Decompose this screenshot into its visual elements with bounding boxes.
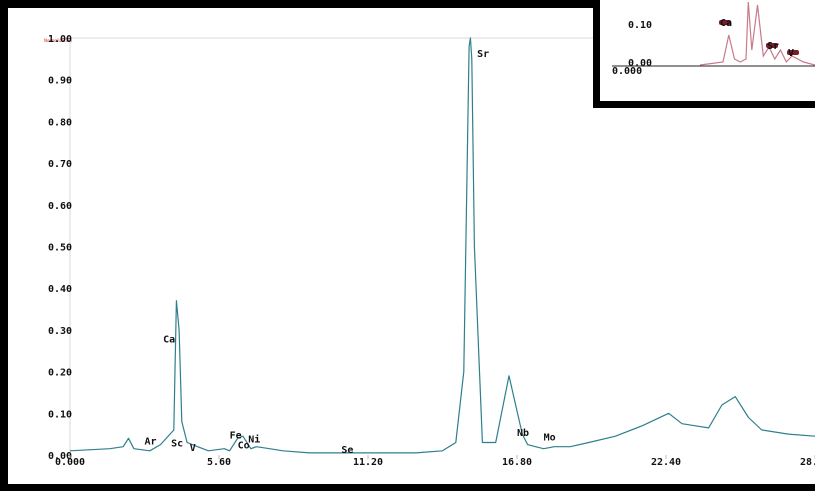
y-tick-label: 0.20 (48, 368, 72, 379)
inset-label-marker (787, 50, 799, 55)
y-tick-label: 0.10 (48, 409, 72, 420)
element-label: Ni (248, 433, 260, 445)
y-tick-label: 0.50 (48, 243, 72, 254)
x-tick-labels: 0.000 5.60 11.20 16.80 22.40 28.00 (55, 455, 815, 468)
inset-y-tick-label: 0.10 (628, 20, 652, 31)
y-tick-label: 0.00 (48, 451, 72, 462)
inset-plot-background (600, 0, 815, 101)
y-tick-label: 0.80 (48, 117, 72, 128)
element-label: Co (238, 441, 250, 452)
inset-element-label: Ca (720, 18, 732, 29)
inset-series-group (699, 1, 815, 66)
element-label: Se (341, 445, 353, 456)
inset-x-tick-label: 0.000 (612, 66, 642, 77)
inset-element-label: Sr (767, 41, 779, 52)
corner-label: Normalization (44, 38, 72, 43)
y-tick-labels: 0.00 0.10 0.20 0.30 0.40 0.50 0.60 0.70 0.80 0.90… (48, 34, 72, 462)
inset-element-label: V (788, 48, 794, 59)
spectrum-line (69, 37, 815, 454)
element-label: V (190, 443, 196, 454)
element-label: Sr (477, 49, 489, 60)
y-tick-label: 1.00 (48, 34, 72, 45)
inset-element-labels: Ca Sr V (719, 18, 799, 59)
element-label: Fe (230, 430, 242, 441)
x-tick-label: 28.00 (800, 457, 815, 468)
inset-label-marker (719, 20, 731, 25)
y-tick-label: 0.60 (48, 201, 72, 212)
inset-x-tick-labels: 0.000 (612, 65, 815, 77)
element-label: Ca (163, 334, 175, 345)
inset-y-tick-label: 0.00 (628, 58, 652, 69)
x-tick-label: 22.40 (651, 457, 681, 468)
x-tick-label: 5.60 (207, 457, 231, 468)
x-tick-label: 11.20 (353, 457, 383, 468)
x-tick-label: 0.000 (55, 457, 85, 468)
series-group (69, 37, 815, 454)
element-label: Ar (145, 437, 157, 448)
element-label: Mo (544, 432, 556, 443)
y-tick-label: 0.90 (48, 76, 72, 87)
inset-y-tick-labels: 0.10 0.00 (628, 20, 652, 69)
inset-spectrum-line (699, 1, 815, 66)
y-tick-label: 0.40 (48, 284, 72, 295)
inset-label-marker (766, 43, 778, 48)
element-label: Nb (517, 428, 529, 439)
y-tick-label: 0.70 (48, 159, 72, 170)
element-label: Sc (171, 439, 183, 450)
x-tick-label: 16.80 (502, 457, 532, 468)
y-tick-label: 0.30 (48, 326, 72, 337)
